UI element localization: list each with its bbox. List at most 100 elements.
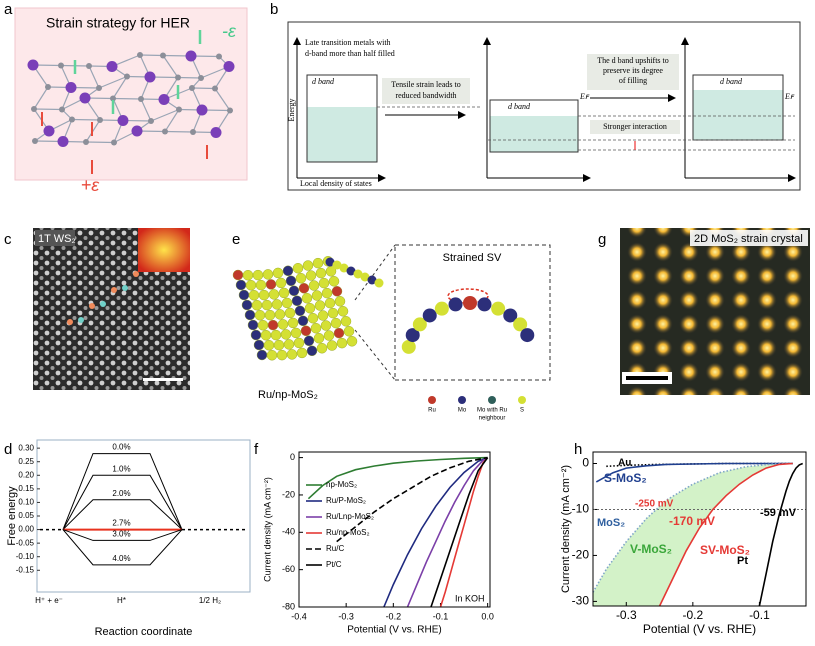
sphere xyxy=(412,317,427,332)
sphere xyxy=(257,320,269,331)
series-label: Au xyxy=(618,458,631,469)
atom xyxy=(212,85,218,92)
sphere xyxy=(336,337,348,349)
sphere xyxy=(245,280,257,291)
legend-swatch xyxy=(428,396,436,404)
y-tick-label: -0.10 xyxy=(16,552,35,561)
y-tick-label: -30 xyxy=(572,594,590,608)
y-tick-label: 0.10 xyxy=(18,498,34,507)
zoom-line xyxy=(354,244,396,301)
sphere xyxy=(301,293,313,304)
bond xyxy=(112,76,128,99)
sphere xyxy=(304,303,316,314)
atom xyxy=(196,104,208,116)
annotation: -170 mV xyxy=(669,514,715,528)
sphere xyxy=(513,317,528,332)
sphere xyxy=(312,257,324,269)
sphere xyxy=(276,349,288,361)
sphere xyxy=(340,316,352,327)
y-tick-label: 0 xyxy=(582,456,589,470)
sphere xyxy=(330,317,342,329)
y-tick-label: -0.15 xyxy=(16,565,35,574)
sphere xyxy=(241,299,253,311)
sphere xyxy=(267,319,279,331)
band-outline xyxy=(306,74,378,163)
sphere xyxy=(273,339,285,351)
panel-a-background xyxy=(14,7,248,181)
level-label: 4.0% xyxy=(112,554,130,563)
atom xyxy=(175,74,181,81)
sphere xyxy=(503,308,518,323)
series-line xyxy=(595,462,793,483)
atom xyxy=(27,59,39,71)
atom-chain xyxy=(89,303,95,309)
sphere xyxy=(254,310,266,321)
atom xyxy=(79,92,91,104)
x-tick-label: -0.3 xyxy=(616,608,637,622)
y-axis-label: Free energy xyxy=(6,486,18,546)
sphere xyxy=(278,287,290,299)
legend-label: Pt/C xyxy=(326,560,342,569)
atom xyxy=(110,95,116,102)
note: Stronger interaction xyxy=(603,122,667,131)
axis-label: Local density of states xyxy=(300,179,372,188)
note-bg xyxy=(587,54,679,90)
sphere xyxy=(405,328,420,343)
y-tick-label: -10 xyxy=(572,502,590,516)
atom xyxy=(227,107,233,114)
annotation: -59 mV xyxy=(760,507,797,519)
sphere xyxy=(324,297,336,309)
atom-chain xyxy=(133,271,139,277)
series-line xyxy=(758,462,804,607)
atom-chain xyxy=(100,301,106,307)
legend-text: S xyxy=(520,408,524,414)
atom xyxy=(176,106,182,113)
y-axis-label: Current density (mA cm⁻²) xyxy=(262,477,272,582)
bond xyxy=(85,141,115,144)
atom xyxy=(96,85,102,91)
series-label: S-MoS₂ xyxy=(604,471,647,485)
sphere xyxy=(339,263,349,273)
atom xyxy=(216,53,222,60)
sphere xyxy=(315,267,327,279)
panel-label: d xyxy=(4,441,12,458)
sphere xyxy=(337,306,349,317)
y-tick-label: 0.00 xyxy=(18,525,34,534)
y-tick-label: 0.15 xyxy=(18,484,34,493)
sphere xyxy=(232,269,244,281)
scale-bar xyxy=(626,376,668,380)
series-label: SV-MoS₂ xyxy=(700,543,750,557)
bond xyxy=(191,87,216,90)
note-bg xyxy=(590,120,680,134)
fill-region xyxy=(593,463,793,606)
sphere xyxy=(253,339,265,351)
legend-swatch xyxy=(518,396,526,404)
inset-title: Strained SV xyxy=(443,252,502,264)
bond xyxy=(150,108,180,122)
sphere xyxy=(317,310,329,321)
note: d-band more than half filled xyxy=(305,49,395,58)
bond xyxy=(71,118,101,121)
level-label: 2.0% xyxy=(112,489,130,498)
sphere xyxy=(491,301,506,316)
stage-label: 1/2 H₂ xyxy=(199,596,221,605)
note: The d band upshifts to xyxy=(597,56,669,65)
atom xyxy=(210,127,222,138)
sphere xyxy=(298,283,310,294)
sphere xyxy=(326,340,338,351)
annotation: V-MoS₂ xyxy=(630,542,672,556)
panel-label: a xyxy=(4,1,13,18)
atom xyxy=(32,138,38,144)
panel-a-title: Strain strategy for HER xyxy=(46,15,190,31)
zoom-line xyxy=(354,329,396,381)
bond xyxy=(33,108,63,111)
sphere xyxy=(280,329,292,340)
sphere xyxy=(323,330,335,341)
energy-level xyxy=(62,453,183,530)
sphere xyxy=(308,280,320,291)
bond xyxy=(88,65,100,89)
sphere xyxy=(235,279,247,291)
sphere xyxy=(346,336,358,347)
sphere xyxy=(275,277,287,289)
sphere xyxy=(293,337,305,349)
